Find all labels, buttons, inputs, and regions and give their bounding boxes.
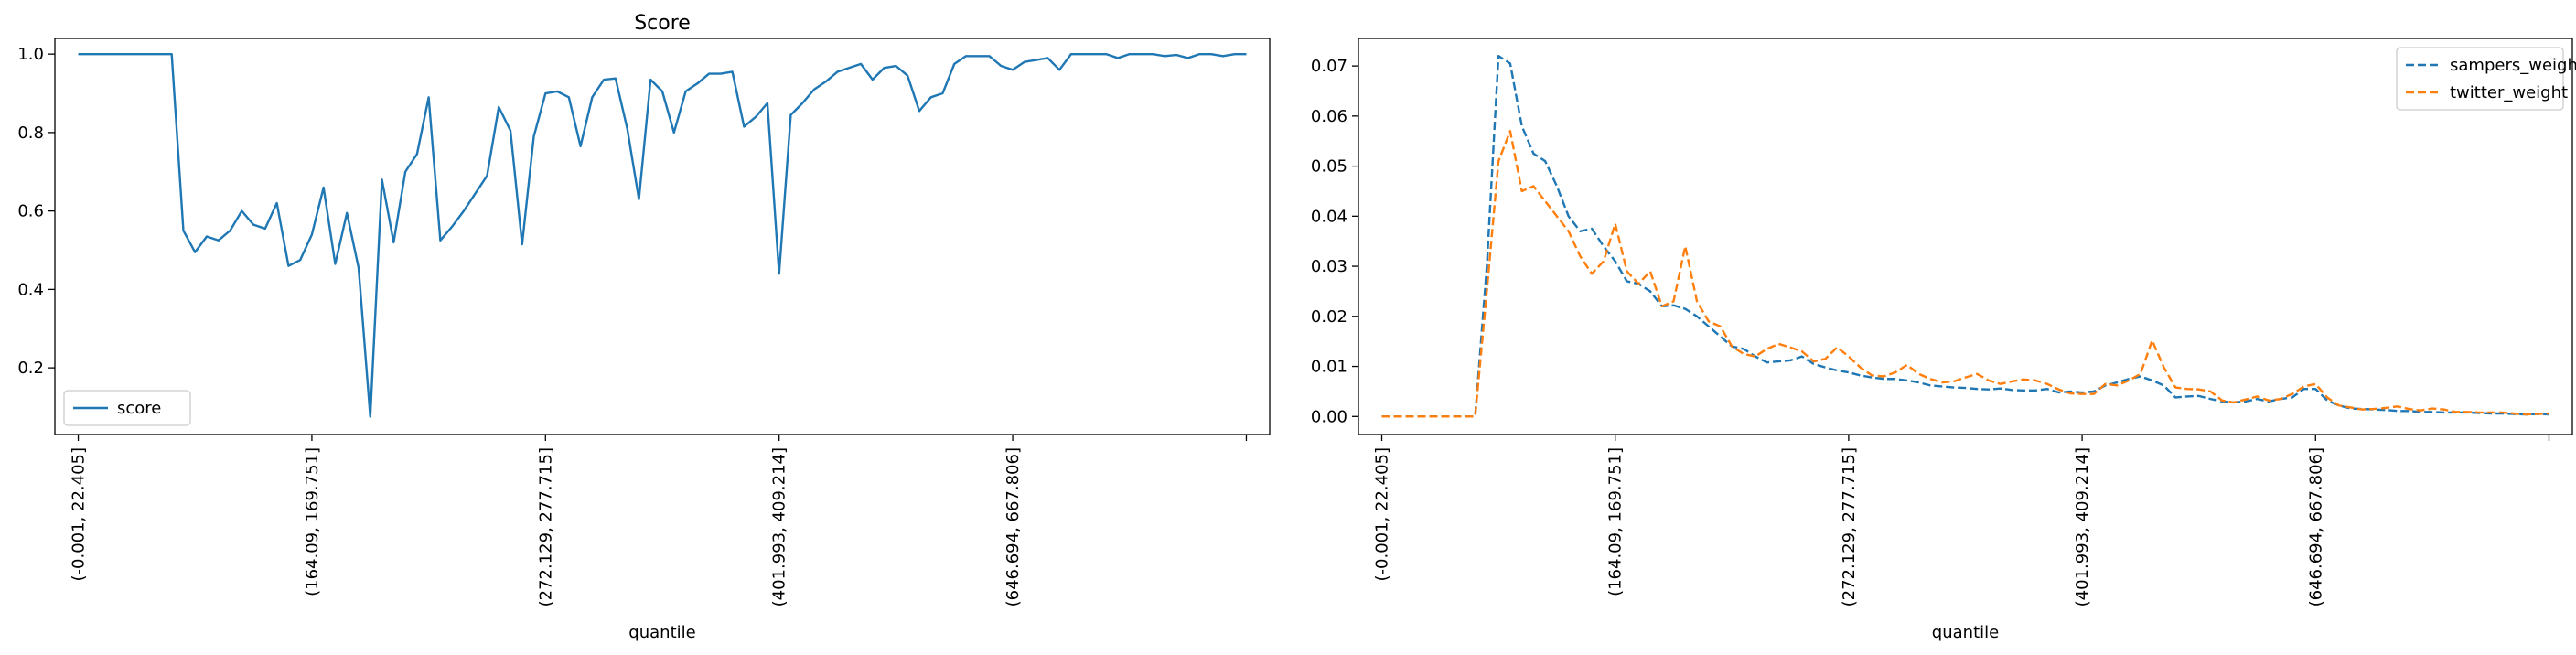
x-tick-label: (-0.001, 22.405] xyxy=(1373,447,1392,582)
y-tick-label: 0.03 xyxy=(1311,257,1347,276)
series-line-sampers-weight xyxy=(1381,54,2549,418)
legend-box xyxy=(2396,47,2564,111)
x-tick-label: (646.694, 667.806] xyxy=(1004,447,1023,607)
y-tick-label: 0.01 xyxy=(1311,358,1347,377)
series-line-twitter-weight xyxy=(1381,130,2549,418)
x-tick-label: (164.09, 169.751] xyxy=(303,447,322,596)
x-tick-label: (164.09, 169.751] xyxy=(1606,447,1626,596)
x-tick-label: (401.993, 409.214] xyxy=(2073,447,2092,607)
legend-box xyxy=(63,390,191,426)
x-tick-label: (401.993, 409.214] xyxy=(770,447,789,607)
x-tick-label: (646.694, 667.806] xyxy=(2306,447,2325,607)
x-axis-label: quantile xyxy=(628,623,695,642)
legend: score xyxy=(63,390,191,426)
y-tick-label: 0.8 xyxy=(17,123,44,143)
legend-entry-label: sampers_weight xyxy=(2450,56,2576,75)
legend-entry-label: twitter_weight xyxy=(2450,83,2568,102)
y-tick-label: 0.2 xyxy=(17,359,44,378)
weight-chart-panel: 0.00 0.01 0.02 0.03 0.04 0.05 0.06 0.07 (-0.001,… xyxy=(1311,38,2576,642)
y-tick-label: 0.6 xyxy=(17,202,44,221)
legend-entry-label: score xyxy=(117,399,161,418)
x-axis-label: quantile xyxy=(1932,623,1999,642)
plot-frame xyxy=(1358,38,2573,435)
y-tick-label: 1.0 xyxy=(17,45,44,64)
y-tick-label: 0.02 xyxy=(1311,307,1347,327)
x-tick-label: (272.129, 277.715] xyxy=(536,447,555,607)
y-tick-label: 0.06 xyxy=(1311,107,1347,126)
series-line-score xyxy=(78,52,1247,418)
y-tick-label: 0.05 xyxy=(1311,157,1347,177)
score-chart-panel: Score 0.2 0.4 0.6 0.8 1.0 (-0.001, 22.405] (164… xyxy=(17,12,1271,642)
y-tick-label: 0.4 xyxy=(17,280,44,299)
x-tick-label: (-0.001, 22.405] xyxy=(70,447,89,582)
legend: sampers_weight twitter_weight xyxy=(2396,47,2576,111)
chart-title: Score xyxy=(634,12,691,35)
y-tick-label: 0.07 xyxy=(1311,57,1347,76)
y-tick-label: 0.00 xyxy=(1311,407,1347,426)
y-tick-label: 0.04 xyxy=(1311,207,1347,226)
x-tick-label: (272.129, 277.715] xyxy=(1840,447,1859,607)
plot-frame xyxy=(54,38,1271,435)
